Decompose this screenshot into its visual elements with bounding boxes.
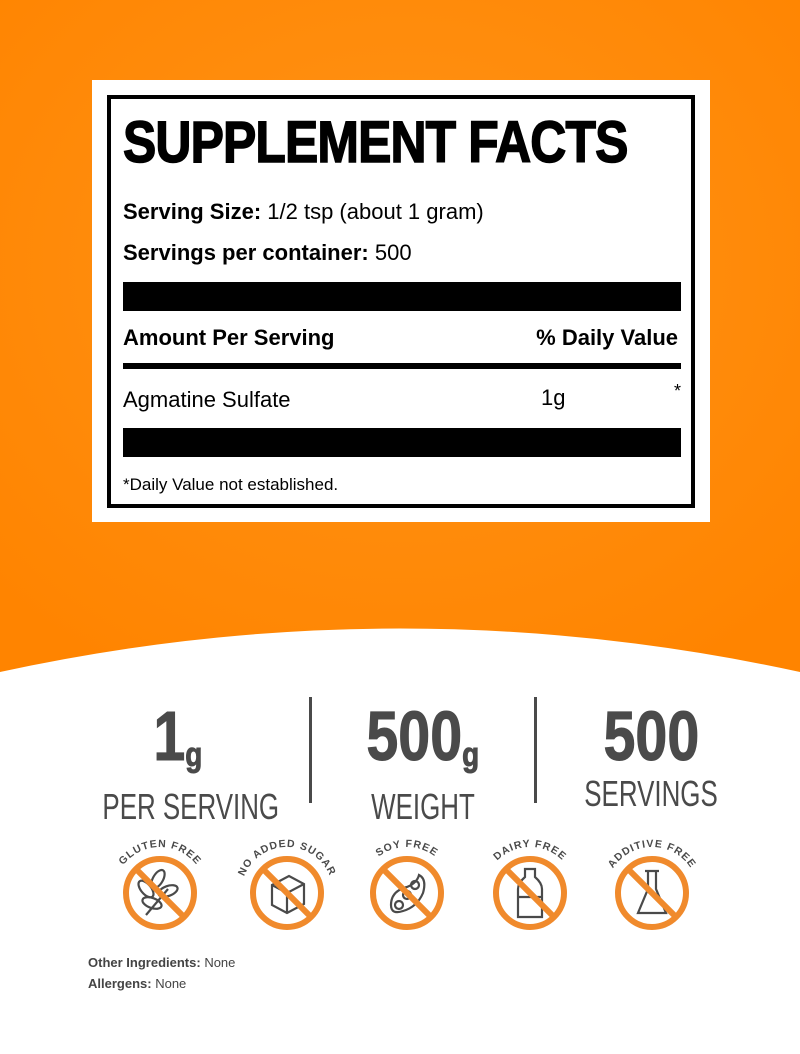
supplement-facts-panel: SUPPLEMENT FACTS Serving Size: 1/2 tsp (… [92,80,710,522]
badge-soy-free: SOY FREE [370,838,444,930]
divider-bar [123,428,681,457]
divider-line [123,363,681,369]
stat-per-serving: 1g PER SERVING [102,697,280,827]
prohibition-slash [133,866,187,920]
free-from-badges: GLUTEN FREE NO ADDED SUGAR SOY FREE DAIR… [116,838,699,930]
facts-title: SUPPLEMENT FACTS [122,110,629,175]
stat-divider [309,697,312,803]
stat-servings: 500 SERVINGS [584,697,718,814]
divider-bar [123,282,681,311]
prohibition-circle [123,856,197,930]
badge-additive-free: ADDITIVE FREE [606,838,699,930]
stat-divider [534,697,537,803]
prohibition-circle [615,856,689,930]
stat-weight: 500g WEIGHT [366,697,480,827]
prohibition-slash [625,866,679,920]
ingredient-row: Agmatine Sulfate 1g * [123,381,681,412]
serving-size: Serving Size: 1/2 tsp (about 1 gram) [123,199,484,224]
prohibition-slash [260,866,314,920]
badge-label: SOY FREE [374,838,441,859]
badge-no-added-sugar: NO ADDED SUGAR [236,838,337,930]
prohibition-circle [370,856,444,930]
prohibition-slash [503,866,557,920]
badge-label: ADDITIVE FREE [606,838,699,870]
badge-label: GLUTEN FREE [116,838,203,867]
prohibition-slash [380,866,434,920]
column-headers: Amount Per Serving% Daily Value [123,325,678,350]
badge-dairy-free: DAIRY FREE [491,838,568,930]
other-ingredients: Other Ingredients: None [88,955,236,970]
servings-per-container: Servings per container: 500 [123,240,412,265]
badge-gluten-free: GLUTEN FREE [116,838,203,930]
footnote: *Daily Value not established. [123,475,339,494]
prohibition-circle [493,856,567,930]
allergens: Allergens: None [88,976,187,991]
prohibition-circle [250,856,324,930]
